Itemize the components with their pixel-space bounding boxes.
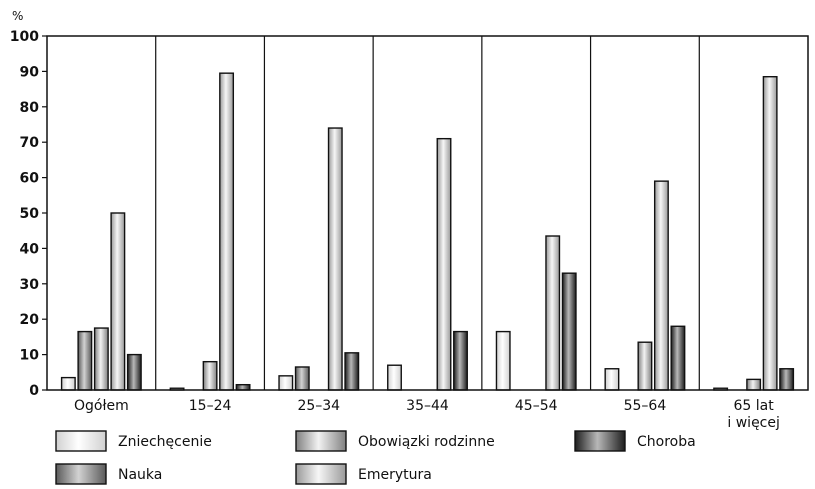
x-category-label: 15–24: [189, 398, 232, 414]
x-category-label: 45–54: [515, 398, 558, 414]
y-tick-label: 100: [10, 29, 39, 45]
bar: [762, 76, 778, 391]
bars: [60, 72, 795, 391]
bar: [604, 368, 620, 391]
bar: [344, 352, 360, 391]
y-axis-unit-label: %: [12, 9, 23, 23]
bar: [561, 272, 577, 391]
bar: [126, 353, 142, 391]
bar: [545, 235, 561, 391]
bar: [670, 325, 686, 391]
bar: [278, 375, 294, 391]
bar: [327, 127, 343, 391]
y-tick-label: 50: [20, 206, 40, 222]
bar: [779, 368, 795, 391]
y-tick-label: 60: [20, 171, 40, 187]
y-tick-label: 90: [20, 64, 40, 80]
bar: [653, 180, 669, 391]
grid-lines: [155, 36, 700, 390]
bar: [202, 360, 218, 391]
legend-label: Choroba: [637, 434, 696, 450]
bar: [60, 376, 76, 391]
bar: [746, 378, 762, 391]
x-category-label: 35–44: [406, 398, 449, 414]
x-category-label: 25–34: [297, 398, 340, 414]
y-tick-label: 20: [20, 312, 40, 328]
y-tick-label: 80: [20, 100, 40, 116]
x-category-label: 65 lat: [734, 398, 775, 414]
legend-label: Nauka: [118, 467, 162, 483]
bar: [219, 72, 235, 391]
bar: [110, 212, 126, 391]
bar: [495, 330, 511, 391]
legend-swatch: [574, 430, 626, 452]
x-category-label: 55–64: [624, 398, 667, 414]
y-tick-label: 10: [20, 348, 40, 364]
legend-label: Zniechęcenie: [118, 434, 212, 450]
legend-swatch: [295, 463, 347, 485]
legend-swatch: [55, 430, 107, 452]
y-tick-label: 30: [20, 277, 40, 293]
bar: [77, 330, 93, 391]
legend: Zniechęcenie Obowiązki rodzinne Choroba Nau…: [55, 430, 696, 485]
bar: [387, 364, 402, 391]
plot-frame: [46, 35, 809, 391]
bar: [294, 366, 310, 391]
legend-swatch: [295, 430, 347, 452]
x-category-label: Ogółem: [74, 398, 129, 414]
bar: [453, 330, 468, 391]
x-category-label: i więcej: [727, 415, 780, 431]
y-tick-label: 70: [20, 135, 40, 151]
bar: [436, 137, 452, 391]
y-tick-label: 40: [20, 241, 40, 257]
legend-label: Emerytura: [358, 467, 432, 483]
bar: [637, 341, 653, 391]
y-axis-ticks: 0 10 20 30 40 50 60 70 80 90 100: [10, 29, 47, 399]
legend-swatch: [55, 463, 107, 485]
y-tick-label: 0: [29, 383, 39, 399]
bar: [93, 327, 109, 391]
bar: [235, 383, 251, 391]
legend-label: Obowiązki rodzinne: [358, 434, 495, 450]
